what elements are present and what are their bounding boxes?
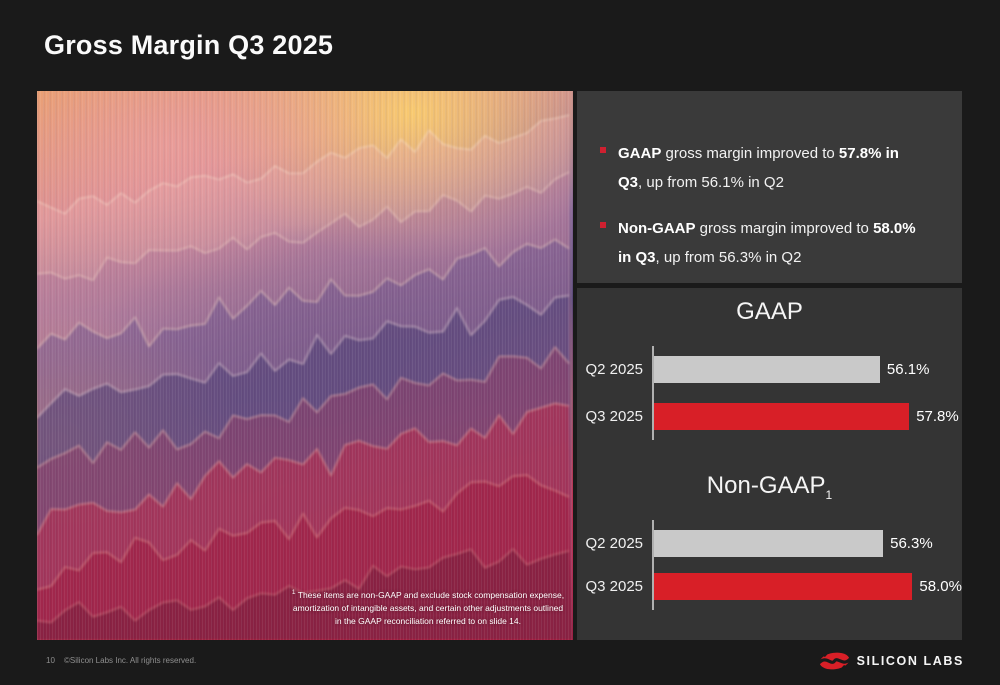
ridge-edge-highlight xyxy=(37,346,570,469)
striation-texture xyxy=(37,91,573,640)
chart-row-q3-2025: Q3 2025 58.0% xyxy=(577,573,962,600)
ridge-shape xyxy=(37,549,573,640)
bullet-item-1: Non-GAAP gross margin improved to 58.0% i… xyxy=(600,214,940,272)
logo-wordmark: SILICON LABS xyxy=(856,654,964,668)
ridge-edge-highlight xyxy=(37,114,570,215)
page-number: 10 xyxy=(46,656,55,665)
bar-value-label: 56.3% xyxy=(890,535,933,552)
bullet-marker-icon xyxy=(600,222,606,228)
ridge-edge-highlight xyxy=(37,238,570,350)
footnote-superscript: 1 xyxy=(291,588,296,596)
chart-title-subscript: 1 xyxy=(825,487,833,502)
ridge-edge-highlight xyxy=(37,548,570,624)
ridge-edge-highlight xyxy=(37,171,570,281)
chart-row-q3-2025: Q3 2025 57.8% xyxy=(577,403,962,430)
axis-line xyxy=(652,520,654,610)
chart-non-gaap: Non-GAAP1 Q2 2025 56.3% Q3 2025 58.0% xyxy=(577,472,962,610)
chart-row-q2-2025: Q2 2025 56.1% xyxy=(577,356,962,383)
silicon-labs-logo: SILICON LABS xyxy=(818,651,964,671)
footnote-text: These items are non-GAAP and exclude sto… xyxy=(292,589,565,626)
page-title: Gross Margin Q3 2025 xyxy=(44,30,334,60)
bar-q3-2025 xyxy=(654,573,913,600)
bar-q3-2025 xyxy=(654,403,910,430)
axis-line xyxy=(652,346,654,440)
bullet-text: Non-GAAP gross margin improved to 58.0% i… xyxy=(618,220,916,266)
chart-gaap: GAAP Q2 2025 56.1% Q3 2025 57.8% xyxy=(577,298,962,440)
bar-value-label: 56.1% xyxy=(886,361,930,378)
charts-panel: GAAP Q2 2025 56.1% Q3 2025 57.8% Non-GAAP1 Q2… xyxy=(577,288,962,640)
chart-title: Non-GAAP1 xyxy=(706,472,833,502)
bullet-marker-icon xyxy=(600,147,606,153)
hero-artwork-image: 1 These items are non-GAAP and exclude s… xyxy=(37,91,573,640)
bullet-list: GAAP gross margin improved to 57.8% in Q3… xyxy=(600,139,940,289)
category-label: Q2 2025 xyxy=(585,361,643,378)
footnote: 1 These items are non-GAAP and exclude s… xyxy=(289,588,567,628)
chart-row-q2-2025: Q2 2025 56.3% xyxy=(577,530,962,557)
ridge-edge-highlight xyxy=(37,294,570,419)
bar-value-label: 57.8% xyxy=(916,408,959,425)
chart-title: GAAP xyxy=(736,298,803,325)
bullet-text: GAAP gross margin improved to 57.8% in Q3… xyxy=(618,145,899,191)
ridge-edge-highlight xyxy=(37,474,570,591)
ridge-edge-highlight xyxy=(37,402,570,536)
category-label: Q2 2025 xyxy=(585,535,643,552)
terrain-ridges-graphic xyxy=(37,114,573,640)
bar-q2-2025 xyxy=(654,356,880,383)
copyright-text: ©Silicon Labs Inc. All rights reserved. xyxy=(64,656,197,665)
bar-q2-2025 xyxy=(654,530,884,557)
silicon-labs-swirl-icon xyxy=(818,652,850,670)
category-label: Q3 2025 xyxy=(585,578,643,595)
bullet-item-0: GAAP gross margin improved to 57.8% in Q3… xyxy=(600,139,940,197)
highlights-panel: GAAP gross margin improved to 57.8% in Q3… xyxy=(577,91,962,283)
category-label: Q3 2025 xyxy=(585,408,643,425)
bar-value-label: 58.0% xyxy=(919,578,962,595)
